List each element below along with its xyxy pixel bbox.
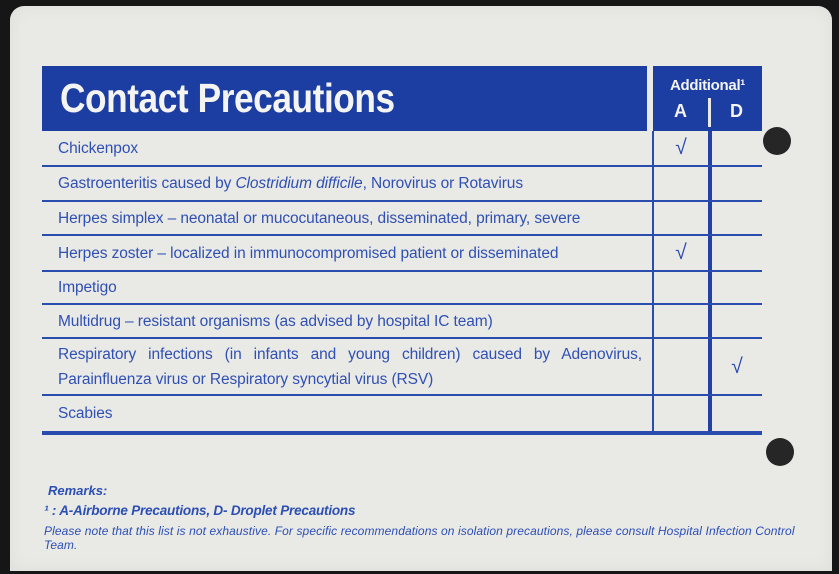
table-row: Scabies <box>42 396 762 435</box>
check-cell-a <box>652 202 708 234</box>
row-text: Multidrug – resistant organisms (as advi… <box>42 305 652 337</box>
column-divider <box>708 98 711 127</box>
row-text: Scabies <box>42 396 652 431</box>
row-text-content: Scabies <box>58 405 113 422</box>
row-text-content: Chickenpox <box>58 139 138 157</box>
check-cell-d: √ <box>708 339 762 394</box>
table-row: Herpes simplex – neonatal or mucocutaneo… <box>42 202 762 236</box>
check-cell-a: √ <box>652 236 708 270</box>
row-text-content: Herpes zoster – localized in immunocompr… <box>58 244 559 262</box>
row-text: Herpes simplex – neonatal or mucocutaneo… <box>42 202 652 234</box>
table-header: Contact Precautions Additional¹ A D <box>42 66 762 131</box>
column-a-header: A <box>674 100 687 121</box>
punch-hole-top <box>763 127 791 155</box>
check-cell-a <box>652 167 708 200</box>
additional-header-label: Additional¹ <box>669 77 746 94</box>
table-row: Impetigo <box>42 272 762 305</box>
table-body: Chickenpox √ Gastroenteritis caused by C… <box>42 131 762 435</box>
check-cell-a <box>652 396 708 431</box>
table-row: Chickenpox √ <box>42 131 762 167</box>
row-text-content: Gastroenteritis caused by Clostridium di… <box>58 175 523 192</box>
row-text: Herpes zoster – localized in immunocompr… <box>42 236 652 270</box>
row-text-content: Herpes simplex – neonatal or mucocutaneo… <box>58 209 581 227</box>
additional-columns-header: Additional¹ A D <box>653 66 762 131</box>
table-row: Gastroenteritis caused by Clostridium di… <box>42 167 762 202</box>
page-title: Contact Precautions <box>60 75 395 121</box>
row-text: Impetigo <box>42 272 652 303</box>
row-text-content: Multidrug – resistant organisms (as advi… <box>58 312 493 330</box>
title-block: Contact Precautions <box>42 66 647 131</box>
disclaimer-note: Please note that this list is not exhaus… <box>44 524 795 552</box>
table-row: Herpes zoster – localized in immunocompr… <box>42 236 762 272</box>
row-text: Gastroenteritis caused by Clostridium di… <box>42 167 652 200</box>
check-cell-d <box>708 167 762 200</box>
check-cell-d <box>708 202 762 234</box>
row-text: Respiratory infections (in infants and y… <box>42 339 652 394</box>
table-row: Multidrug – resistant organisms (as advi… <box>42 305 762 339</box>
check-cell-d <box>708 131 762 165</box>
check-cell-d <box>708 236 762 270</box>
row-text: Chickenpox <box>42 131 652 165</box>
punch-hole-bottom <box>766 438 794 466</box>
check-cell-a <box>652 339 708 394</box>
additional-subcolumns: A D <box>653 95 762 131</box>
check-cell-a <box>652 272 708 303</box>
row-text-content: Respiratory infections (in infants and y… <box>58 345 642 388</box>
check-cell-d <box>708 272 762 303</box>
column-d-header: D <box>730 100 743 121</box>
check-cell-a <box>652 305 708 337</box>
check-cell-a: √ <box>652 131 708 165</box>
check-cell-d <box>708 305 762 337</box>
footnote-legend: ¹ : A-Airborne Precautions, D- Droplet P… <box>44 503 356 518</box>
reference-card: Contact Precautions Additional¹ A D Chic… <box>10 6 832 571</box>
precautions-table: Contact Precautions Additional¹ A D Chic… <box>42 66 762 435</box>
row-text-content: Impetigo <box>58 279 117 296</box>
footer-remarks: Remarks: ¹ : A-Airborne Precautions, D- … <box>44 483 814 552</box>
check-cell-d <box>708 396 762 431</box>
remarks-label: Remarks: <box>48 483 108 498</box>
table-row: Respiratory infections (in infants and y… <box>42 339 762 396</box>
